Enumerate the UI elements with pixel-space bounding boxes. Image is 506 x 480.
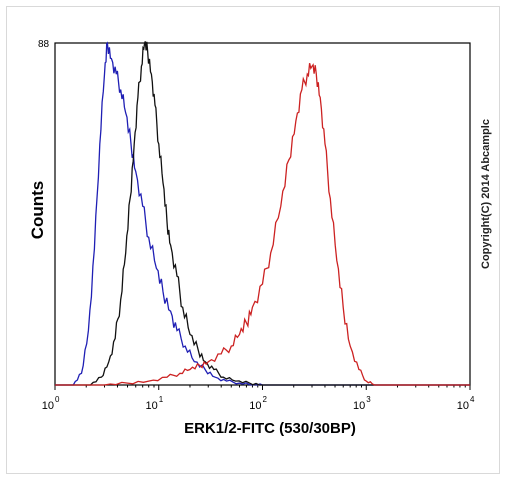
x-tick-exponent: 2 [263, 395, 268, 404]
x-tick-exponent: 1 [159, 395, 164, 404]
histogram-series-2 [55, 41, 470, 386]
x-tick-exponent: 0 [55, 395, 60, 404]
y-axis-label-wrap: Counts [18, 181, 58, 240]
x-axis-label: ERK1/2-FITC (530/30BP) [184, 420, 356, 437]
histogram-series-1 [55, 41, 470, 386]
x-tick-label: 10 [42, 400, 54, 412]
x-tick-label: 10 [146, 400, 158, 412]
x-tick-exponent: 3 [366, 395, 371, 404]
histogram-series-3 [55, 63, 470, 386]
x-tick-label: 10 [353, 400, 365, 412]
x-tick-label: 10 [249, 400, 261, 412]
y-axis-label: Counts [28, 180, 47, 240]
figure-frame [6, 6, 500, 474]
x-tick-label: 10 [457, 400, 469, 412]
x-tick-exponent: 4 [470, 395, 475, 404]
plot-area [54, 42, 471, 386]
y-max-label: 88 [38, 39, 50, 50]
copyright-watermark: Copyright(C) 2014 Abcamplc [480, 119, 492, 269]
